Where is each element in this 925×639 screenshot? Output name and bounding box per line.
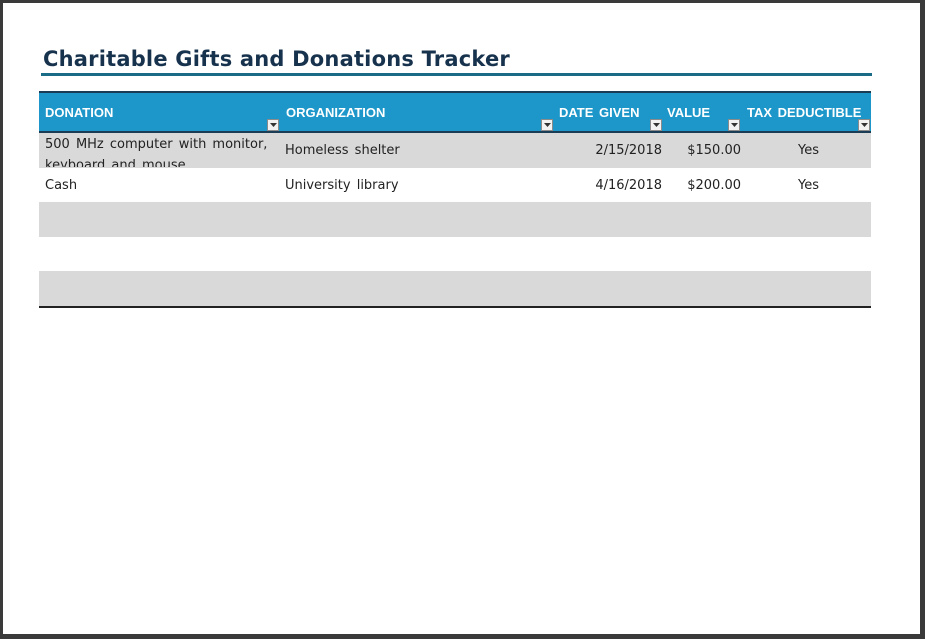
document-page: Charitable Gifts and Donations Tracker D…: [3, 3, 920, 634]
column-header-organization: ORGANIZATION: [286, 105, 386, 120]
chevron-down-icon: [860, 123, 868, 127]
cell-donation[interactable]: 500 MHz computer with monitor, keyboard …: [45, 137, 268, 167]
cell-donation[interactable]: Cash: [45, 177, 78, 193]
empty-table-row[interactable]: [39, 202, 871, 237]
filter-dropdown-tax-deductible[interactable]: [858, 119, 870, 131]
filter-dropdown-donation[interactable]: [267, 119, 279, 131]
empty-table-row[interactable]: [39, 237, 871, 272]
chevron-down-icon: [730, 123, 738, 127]
donations-table: DONATION ORGANIZATION DATE GIVEN VALUE T…: [39, 91, 871, 308]
cell-value[interactable]: $200.00: [687, 177, 741, 193]
cell-date-given[interactable]: 2/15/2018: [595, 143, 662, 158]
cell-organization[interactable]: Homeless shelter: [285, 143, 400, 158]
column-header-tax-deductible: TAX DEDUCTIBLE: [747, 105, 862, 120]
empty-table-row[interactable]: [39, 271, 871, 306]
cell-value[interactable]: $150.00: [687, 143, 741, 158]
cell-organization[interactable]: University library: [285, 177, 399, 193]
chevron-down-icon: [652, 123, 660, 127]
filter-dropdown-organization[interactable]: [541, 119, 553, 131]
page-title: Charitable Gifts and Donations Tracker: [43, 47, 510, 71]
column-header-value: VALUE: [667, 105, 711, 120]
cell-tax-deductible[interactable]: Yes: [798, 143, 819, 158]
chevron-down-icon: [269, 123, 277, 127]
column-header-donation: DONATION: [45, 105, 114, 120]
table-bottom-border: [39, 305, 871, 308]
cell-date-given[interactable]: 4/16/2018: [595, 177, 662, 193]
table-row: Cash University library 4/16/2018 $200.0…: [39, 168, 871, 203]
table-row: 500 MHz computer with monitor, keyboard …: [39, 133, 871, 168]
cell-tax-deductible[interactable]: Yes: [798, 177, 819, 193]
table-header: DONATION ORGANIZATION DATE GIVEN VALUE T…: [39, 91, 871, 133]
filter-dropdown-date-given[interactable]: [650, 119, 662, 131]
filter-dropdown-value[interactable]: [728, 119, 740, 131]
title-underline: [41, 73, 872, 76]
column-header-date-given: DATE GIVEN: [559, 105, 640, 120]
chevron-down-icon: [543, 123, 551, 127]
